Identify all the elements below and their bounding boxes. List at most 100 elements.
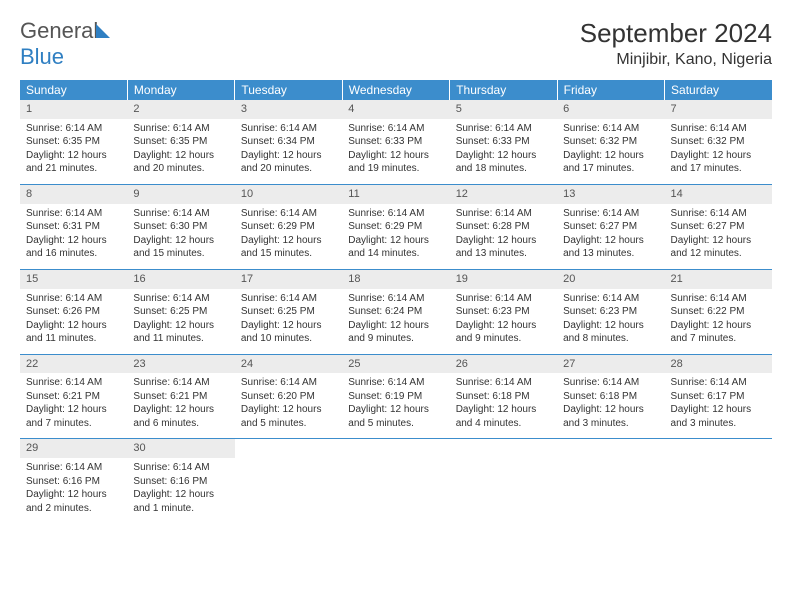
daylight-text: Daylight: 12 hours and 9 minutes.: [456, 319, 551, 346]
location: Minjibir, Kano, Nigeria: [580, 51, 772, 69]
sunset-text: Sunset: 6:16 PM: [26, 475, 121, 489]
daylight-text: Daylight: 12 hours and 12 minutes.: [671, 234, 766, 261]
day-number: 10: [235, 185, 342, 204]
calendar-cell: 19Sunrise: 6:14 AMSunset: 6:23 PMDayligh…: [450, 269, 557, 354]
calendar-table: Sunday Monday Tuesday Wednesday Thursday…: [20, 80, 772, 523]
sunrise-text: Sunrise: 6:14 AM: [26, 292, 121, 306]
day-info: Sunrise: 6:14 AMSunset: 6:22 PMDaylight:…: [665, 289, 772, 354]
sunset-text: Sunset: 6:19 PM: [348, 390, 443, 404]
day-number: 5: [450, 100, 557, 119]
day-info: Sunrise: 6:14 AMSunset: 6:23 PMDaylight:…: [450, 289, 557, 354]
sunset-text: Sunset: 6:32 PM: [563, 135, 658, 149]
day-info: Sunrise: 6:14 AMSunset: 6:32 PMDaylight:…: [557, 119, 664, 184]
day-number: 12: [450, 185, 557, 204]
sunset-text: Sunset: 6:30 PM: [133, 220, 228, 234]
weekday-header: Friday: [557, 80, 664, 100]
sunset-text: Sunset: 6:23 PM: [563, 305, 658, 319]
sunset-text: Sunset: 6:31 PM: [26, 220, 121, 234]
daylight-text: Daylight: 12 hours and 15 minutes.: [133, 234, 228, 261]
sunset-text: Sunset: 6:26 PM: [26, 305, 121, 319]
sunset-text: Sunset: 6:17 PM: [671, 390, 766, 404]
sunset-text: Sunset: 6:27 PM: [671, 220, 766, 234]
calendar-row: 22Sunrise: 6:14 AMSunset: 6:21 PMDayligh…: [20, 354, 772, 439]
day-info: Sunrise: 6:14 AMSunset: 6:23 PMDaylight:…: [557, 289, 664, 354]
day-number: 1: [20, 100, 127, 119]
calendar-cell: 11Sunrise: 6:14 AMSunset: 6:29 PMDayligh…: [342, 184, 449, 269]
calendar-cell: 13Sunrise: 6:14 AMSunset: 6:27 PMDayligh…: [557, 184, 664, 269]
calendar-cell: 27Sunrise: 6:14 AMSunset: 6:18 PMDayligh…: [557, 354, 664, 439]
day-number: 4: [342, 100, 449, 119]
daylight-text: Daylight: 12 hours and 4 minutes.: [456, 403, 551, 430]
sunset-text: Sunset: 6:24 PM: [348, 305, 443, 319]
sunset-text: Sunset: 6:23 PM: [456, 305, 551, 319]
calendar-body: 1Sunrise: 6:14 AMSunset: 6:35 PMDaylight…: [20, 100, 772, 523]
day-info: Sunrise: 6:14 AMSunset: 6:17 PMDaylight:…: [665, 373, 772, 438]
daylight-text: Daylight: 12 hours and 3 minutes.: [671, 403, 766, 430]
sunset-text: Sunset: 6:16 PM: [133, 475, 228, 489]
day-info: Sunrise: 6:14 AMSunset: 6:34 PMDaylight:…: [235, 119, 342, 184]
weekday-header: Tuesday: [235, 80, 342, 100]
day-info: Sunrise: 6:14 AMSunset: 6:29 PMDaylight:…: [235, 204, 342, 269]
sunset-text: Sunset: 6:27 PM: [563, 220, 658, 234]
sunrise-text: Sunrise: 6:14 AM: [671, 376, 766, 390]
daylight-text: Daylight: 12 hours and 9 minutes.: [348, 319, 443, 346]
day-info: Sunrise: 6:14 AMSunset: 6:20 PMDaylight:…: [235, 373, 342, 438]
day-info: Sunrise: 6:14 AMSunset: 6:35 PMDaylight:…: [20, 119, 127, 184]
sunset-text: Sunset: 6:35 PM: [26, 135, 121, 149]
calendar-row: 29Sunrise: 6:14 AMSunset: 6:16 PMDayligh…: [20, 439, 772, 523]
daylight-text: Daylight: 12 hours and 1 minute.: [133, 488, 228, 515]
sunset-text: Sunset: 6:20 PM: [241, 390, 336, 404]
calendar-cell-empty: ..: [665, 439, 772, 523]
weekday-header: Sunday: [20, 80, 127, 100]
daylight-text: Daylight: 12 hours and 2 minutes.: [26, 488, 121, 515]
day-number: 9: [127, 185, 234, 204]
day-number: 11: [342, 185, 449, 204]
calendar-cell-empty: ..: [235, 439, 342, 523]
calendar-cell: 9Sunrise: 6:14 AMSunset: 6:30 PMDaylight…: [127, 184, 234, 269]
day-info: Sunrise: 6:14 AMSunset: 6:18 PMDaylight:…: [557, 373, 664, 438]
calendar-cell: 23Sunrise: 6:14 AMSunset: 6:21 PMDayligh…: [127, 354, 234, 439]
sunrise-text: Sunrise: 6:14 AM: [133, 122, 228, 136]
day-info: Sunrise: 6:14 AMSunset: 6:21 PMDaylight:…: [127, 373, 234, 438]
daylight-text: Daylight: 12 hours and 11 minutes.: [26, 319, 121, 346]
sunrise-text: Sunrise: 6:14 AM: [456, 122, 551, 136]
day-number: 20: [557, 270, 664, 289]
calendar-row: 15Sunrise: 6:14 AMSunset: 6:26 PMDayligh…: [20, 269, 772, 354]
calendar-cell-empty: ..: [342, 439, 449, 523]
sail-icon: [96, 24, 110, 38]
daylight-text: Daylight: 12 hours and 13 minutes.: [563, 234, 658, 261]
sunrise-text: Sunrise: 6:14 AM: [133, 292, 228, 306]
day-number: 24: [235, 355, 342, 374]
day-number: 29: [20, 439, 127, 458]
calendar-cell: 21Sunrise: 6:14 AMSunset: 6:22 PMDayligh…: [665, 269, 772, 354]
day-info: Sunrise: 6:14 AMSunset: 6:31 PMDaylight:…: [20, 204, 127, 269]
calendar-cell: 17Sunrise: 6:14 AMSunset: 6:25 PMDayligh…: [235, 269, 342, 354]
day-info: Sunrise: 6:14 AMSunset: 6:27 PMDaylight:…: [557, 204, 664, 269]
sunset-text: Sunset: 6:28 PM: [456, 220, 551, 234]
calendar-cell: 14Sunrise: 6:14 AMSunset: 6:27 PMDayligh…: [665, 184, 772, 269]
day-info: Sunrise: 6:14 AMSunset: 6:25 PMDaylight:…: [127, 289, 234, 354]
sunset-text: Sunset: 6:25 PM: [133, 305, 228, 319]
sunset-text: Sunset: 6:32 PM: [671, 135, 766, 149]
day-number: 2: [127, 100, 234, 119]
logo: General Blue: [20, 18, 110, 70]
day-number: 28: [665, 355, 772, 374]
daylight-text: Daylight: 12 hours and 14 minutes.: [348, 234, 443, 261]
sunrise-text: Sunrise: 6:14 AM: [241, 122, 336, 136]
day-number: 17: [235, 270, 342, 289]
calendar-cell: 2Sunrise: 6:14 AMSunset: 6:35 PMDaylight…: [127, 100, 234, 184]
calendar-cell: 15Sunrise: 6:14 AMSunset: 6:26 PMDayligh…: [20, 269, 127, 354]
daylight-text: Daylight: 12 hours and 16 minutes.: [26, 234, 121, 261]
brand-name-2: Blue: [20, 44, 64, 69]
day-info: Sunrise: 6:14 AMSunset: 6:30 PMDaylight:…: [127, 204, 234, 269]
day-info: Sunrise: 6:14 AMSunset: 6:33 PMDaylight:…: [450, 119, 557, 184]
day-number: 13: [557, 185, 664, 204]
sunrise-text: Sunrise: 6:14 AM: [241, 292, 336, 306]
sunrise-text: Sunrise: 6:14 AM: [26, 122, 121, 136]
sunrise-text: Sunrise: 6:14 AM: [348, 207, 443, 221]
brand-name-1: General: [20, 18, 98, 43]
logo-text: General Blue: [20, 18, 110, 70]
day-number: 30: [127, 439, 234, 458]
weekday-header: Thursday: [450, 80, 557, 100]
sunrise-text: Sunrise: 6:14 AM: [26, 376, 121, 390]
